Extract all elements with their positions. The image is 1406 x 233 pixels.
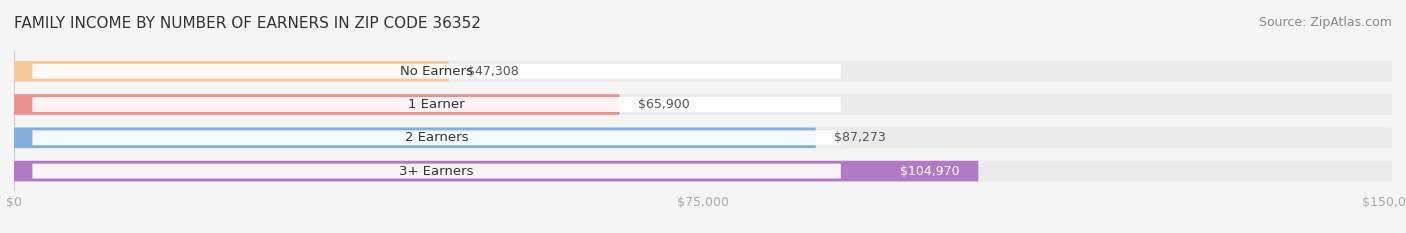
FancyBboxPatch shape <box>14 61 1392 82</box>
Text: 1 Earner: 1 Earner <box>408 98 465 111</box>
Text: $47,308: $47,308 <box>467 65 519 78</box>
Text: $104,970: $104,970 <box>900 164 960 178</box>
FancyBboxPatch shape <box>14 94 1392 115</box>
FancyBboxPatch shape <box>14 61 449 82</box>
Text: No Earners: No Earners <box>401 65 472 78</box>
FancyBboxPatch shape <box>14 161 1392 182</box>
FancyBboxPatch shape <box>32 130 841 145</box>
FancyBboxPatch shape <box>14 127 1392 148</box>
Text: 2 Earners: 2 Earners <box>405 131 468 144</box>
FancyBboxPatch shape <box>14 161 979 182</box>
FancyBboxPatch shape <box>32 64 841 79</box>
FancyBboxPatch shape <box>32 164 841 178</box>
FancyBboxPatch shape <box>14 127 815 148</box>
FancyBboxPatch shape <box>14 94 620 115</box>
Text: $65,900: $65,900 <box>638 98 689 111</box>
FancyBboxPatch shape <box>32 97 841 112</box>
Text: FAMILY INCOME BY NUMBER OF EARNERS IN ZIP CODE 36352: FAMILY INCOME BY NUMBER OF EARNERS IN ZI… <box>14 16 481 31</box>
Text: 3+ Earners: 3+ Earners <box>399 164 474 178</box>
Text: $87,273: $87,273 <box>834 131 886 144</box>
Text: Source: ZipAtlas.com: Source: ZipAtlas.com <box>1258 16 1392 29</box>
